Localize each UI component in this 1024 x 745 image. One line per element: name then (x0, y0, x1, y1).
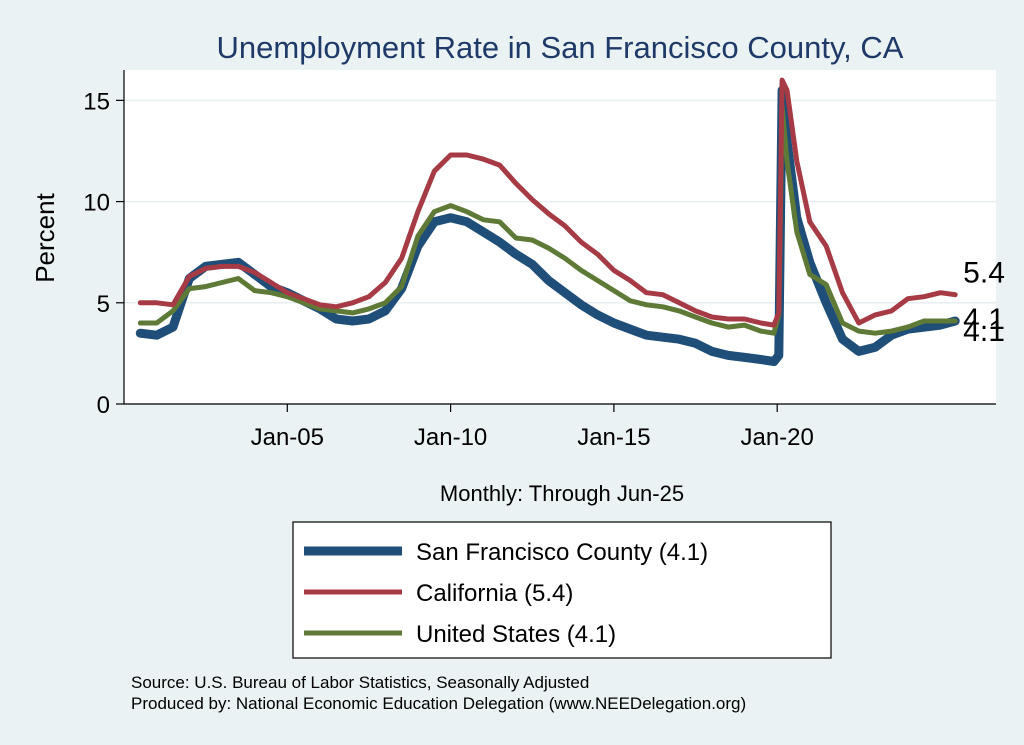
x-tick-label-3: Jan-20 (740, 424, 813, 451)
chart-title: Unemployment Rate in San Francisco Count… (217, 30, 904, 65)
x-ticks: Jan-05 Jan-10 Jan-15 Jan-20 (251, 404, 814, 451)
series-line-1 (137, 77, 958, 328)
x-tick-label-2: Jan-15 (577, 424, 650, 451)
series-line-2 (137, 103, 958, 336)
y-tick-label-5: 5 (97, 291, 110, 318)
series-lines (135, 77, 960, 366)
y-axis-label: Percent (30, 192, 60, 282)
end-label-1: 5.4 (963, 257, 1005, 290)
y-ticks: 0 5 10 15 (83, 88, 124, 419)
producer-note: Produced by: National Economic Education… (131, 694, 746, 713)
end-label-2: 4.1 (963, 303, 1005, 336)
legend-label-ca: California (5.4) (416, 580, 573, 607)
end-labels: 4.1 5.4 4.1 (963, 257, 1005, 348)
end-label-0: 4.1 (963, 315, 1005, 348)
source-note: Source: U.S. Bureau of Labor Statistics,… (131, 673, 589, 692)
legend-label-us: United States (4.1) (416, 621, 616, 648)
y-tick-label-15: 15 (83, 88, 110, 115)
x-axis-label: Monthly: Through Jun-25 (440, 481, 684, 506)
x-tick-label-0: Jan-05 (251, 424, 324, 451)
y-tick-label-0: 0 (97, 392, 110, 419)
y-tick-label-10: 10 (83, 190, 110, 217)
x-tick-label-1: Jan-10 (414, 424, 487, 451)
legend-label-sf: San Francisco County (4.1) (416, 539, 708, 566)
